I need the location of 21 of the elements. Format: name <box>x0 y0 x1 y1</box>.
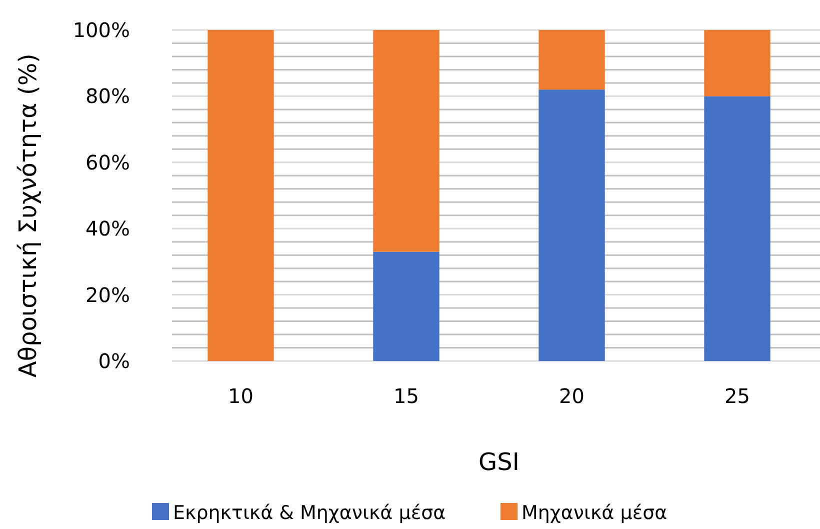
bar <box>704 30 770 96</box>
bar <box>373 30 440 252</box>
bar <box>208 30 274 361</box>
y-axis-title: Αθροιστική Συχνότητα (%) <box>14 54 42 378</box>
bar <box>373 252 440 361</box>
bar <box>538 30 605 90</box>
y-tick-label: 80% <box>86 84 130 108</box>
x-tick-label: 10 <box>228 384 254 408</box>
x-axis-title: GSI <box>478 448 520 476</box>
y-tick-label: 60% <box>86 150 130 174</box>
y-tick-label: 40% <box>86 216 130 241</box>
bar <box>538 90 605 361</box>
x-tick-label: 25 <box>724 384 750 408</box>
y-tick-label: 100% <box>72 18 130 42</box>
bar <box>704 96 770 361</box>
legend-label: Εκρηκτικά & Μηχανικά μέσα <box>173 502 446 524</box>
x-tick-label: 20 <box>559 384 584 408</box>
legend-label: Μηχανικά μέσα <box>522 502 668 524</box>
y-tick-label: 0% <box>98 349 130 373</box>
y-tick-label: 20% <box>86 282 130 307</box>
x-tick-label: 15 <box>394 384 419 408</box>
